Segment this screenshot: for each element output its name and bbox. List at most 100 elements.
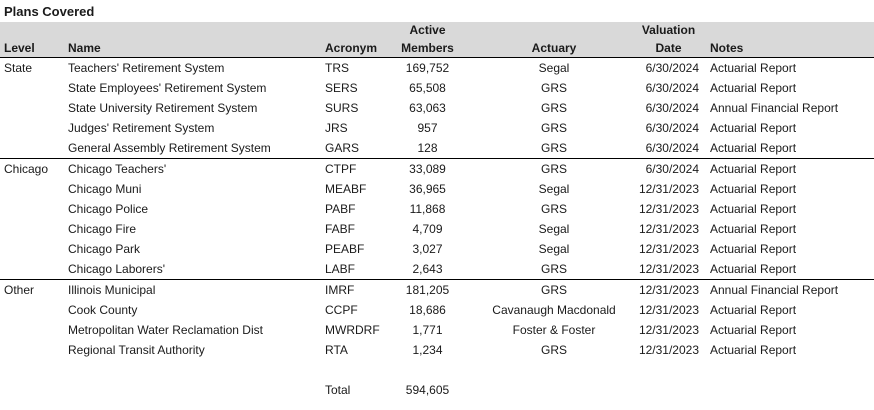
- cell-acronym[interactable]: PABF: [325, 202, 356, 216]
- total-value[interactable]: 594,605: [405, 383, 450, 397]
- cell-actuary[interactable]: GRS: [540, 101, 567, 115]
- cell-name[interactable]: State University Retirement System: [68, 101, 258, 115]
- header-cell-active-members[interactable]: Active Members: [385, 22, 470, 58]
- cell-acronym[interactable]: CTPF: [321, 158, 385, 179]
- cell-notes[interactable]: Actuarial Report: [710, 343, 797, 357]
- cell-actuary[interactable]: GRS: [540, 121, 567, 135]
- cell-level[interactable]: [0, 138, 64, 159]
- cell-name[interactable]: [64, 360, 321, 380]
- cell-notes[interactable]: Annual Financial Report: [710, 101, 839, 115]
- cell-actuary[interactable]: GRS: [470, 158, 638, 179]
- cell-actuary[interactable]: Cavanaugh Macdonald: [492, 303, 616, 317]
- cell-members[interactable]: 33,089: [385, 158, 470, 179]
- cell-level[interactable]: [0, 340, 64, 360]
- cell-level[interactable]: [0, 239, 64, 259]
- cell-date[interactable]: 12/31/2023: [638, 222, 699, 236]
- cell-level[interactable]: [0, 98, 64, 118]
- cell-acronym[interactable]: MEABF: [325, 182, 367, 196]
- cell-notes[interactable]: Annual Financial Report: [702, 279, 874, 300]
- cell-level[interactable]: [0, 320, 64, 340]
- header-cell-actuary[interactable]: Actuary: [470, 22, 638, 58]
- cell-acronym[interactable]: MWRDRF: [325, 323, 380, 337]
- cell-date[interactable]: 6/30/2024: [645, 61, 699, 75]
- cell-notes[interactable]: Actuarial Report: [710, 141, 797, 155]
- cell-actuary[interactable]: Segal: [538, 222, 570, 236]
- cell-date[interactable]: 12/31/2023: [638, 279, 702, 300]
- cell-notes[interactable]: Actuarial Report: [710, 303, 797, 317]
- cell-actuary[interactable]: GRS: [540, 343, 567, 357]
- cell-members[interactable]: [385, 360, 470, 380]
- cell-name[interactable]: Illinois Municipal: [64, 279, 321, 300]
- cell-acronym[interactable]: [321, 360, 385, 380]
- total-label[interactable]: Total: [325, 383, 351, 397]
- cell-notes[interactable]: Actuarial Report: [710, 222, 797, 236]
- cell-date[interactable]: 12/31/2023: [638, 262, 699, 276]
- cell-actuary[interactable]: [470, 380, 638, 400]
- cell-notes[interactable]: Actuarial Report: [710, 262, 797, 276]
- cell-members[interactable]: 36,965: [409, 182, 446, 196]
- cell-name[interactable]: Chicago Police: [68, 202, 149, 216]
- cell-actuary[interactable]: GRS: [540, 141, 567, 155]
- cell-name[interactable]: Chicago Laborers': [68, 262, 166, 276]
- cell-actuary[interactable]: [470, 360, 638, 380]
- cell-acronym[interactable]: TRS: [325, 61, 349, 75]
- cell-name[interactable]: Chicago Fire: [68, 222, 137, 236]
- cell-members[interactable]: 957: [417, 121, 438, 135]
- header-cell-name[interactable]: Name: [64, 22, 321, 58]
- cell-level[interactable]: [0, 118, 64, 138]
- cell-date[interactable]: 12/31/2023: [638, 242, 699, 256]
- cell-level[interactable]: [0, 259, 64, 280]
- cell-actuary[interactable]: GRS: [470, 279, 638, 300]
- cell-actuary[interactable]: Segal: [538, 182, 570, 196]
- cell-notes[interactable]: Actuarial Report: [710, 202, 797, 216]
- cell-name[interactable]: [64, 380, 321, 400]
- cell-level[interactable]: [0, 380, 64, 400]
- cell-name[interactable]: Judges' Retirement System: [68, 121, 215, 135]
- cell-members[interactable]: 169,752: [405, 61, 450, 75]
- cell-members[interactable]: 4,709: [412, 222, 443, 236]
- cell-notes[interactable]: Actuarial Report: [710, 323, 797, 337]
- cell-name[interactable]: Teachers' Retirement System: [68, 61, 225, 75]
- cell-actuary[interactable]: Segal: [538, 61, 570, 75]
- cell-actuary[interactable]: Foster & Foster: [512, 323, 596, 337]
- cell-members[interactable]: 65,508: [409, 81, 446, 95]
- cell-acronym[interactable]: IMRF: [321, 279, 385, 300]
- cell-acronym[interactable]: FABF: [325, 222, 356, 236]
- cell-notes[interactable]: [702, 380, 874, 400]
- cell-actuary[interactable]: GRS: [540, 81, 567, 95]
- cell-level[interactable]: [0, 199, 64, 219]
- cell-members[interactable]: 1,771: [412, 323, 443, 337]
- cell-name[interactable]: General Assembly Retirement System: [68, 141, 271, 155]
- cell-level[interactable]: [0, 78, 64, 98]
- cell-date[interactable]: 12/31/2023: [638, 202, 699, 216]
- cell-members[interactable]: 11,868: [409, 202, 446, 216]
- cell-level[interactable]: [0, 179, 64, 199]
- cell-acronym[interactable]: RTA: [325, 343, 348, 357]
- cell-date[interactable]: [638, 360, 702, 380]
- cell-members[interactable]: 1,234: [412, 343, 443, 357]
- cell-members[interactable]: 3,027: [412, 242, 443, 256]
- cell-name[interactable]: Chicago Park: [68, 242, 141, 256]
- cell-level[interactable]: [0, 219, 64, 239]
- cell-actuary[interactable]: GRS: [540, 202, 567, 216]
- header-cell-notes[interactable]: Notes: [702, 22, 874, 58]
- header-cell-valuation-date[interactable]: Valuation Date: [638, 22, 702, 58]
- cell-actuary[interactable]: Segal: [538, 242, 570, 256]
- cell-members[interactable]: 18,686: [409, 303, 446, 317]
- cell-notes[interactable]: Actuarial Report: [710, 81, 797, 95]
- cell-name[interactable]: Metropolitan Water Reclamation Dist: [68, 323, 263, 337]
- cell-date[interactable]: 12/31/2023: [638, 303, 699, 317]
- cell-acronym[interactable]: SERS: [325, 81, 358, 95]
- cell-name[interactable]: Chicago Teachers': [64, 158, 321, 179]
- cell-date[interactable]: [638, 380, 702, 400]
- cell-members[interactable]: 128: [417, 141, 438, 155]
- cell-name[interactable]: Regional Transit Authority: [68, 343, 205, 357]
- cell-date[interactable]: 12/31/2023: [638, 323, 699, 337]
- cell-notes[interactable]: Actuarial Report: [710, 182, 797, 196]
- cell-date[interactable]: 6/30/2024: [645, 121, 699, 135]
- cell-level[interactable]: State: [4, 61, 33, 75]
- header-cell-level[interactable]: Level: [0, 22, 64, 58]
- cell-level[interactable]: Other: [0, 279, 64, 300]
- cell-members[interactable]: 181,205: [385, 279, 470, 300]
- cell-notes[interactable]: Actuarial Report: [710, 61, 797, 75]
